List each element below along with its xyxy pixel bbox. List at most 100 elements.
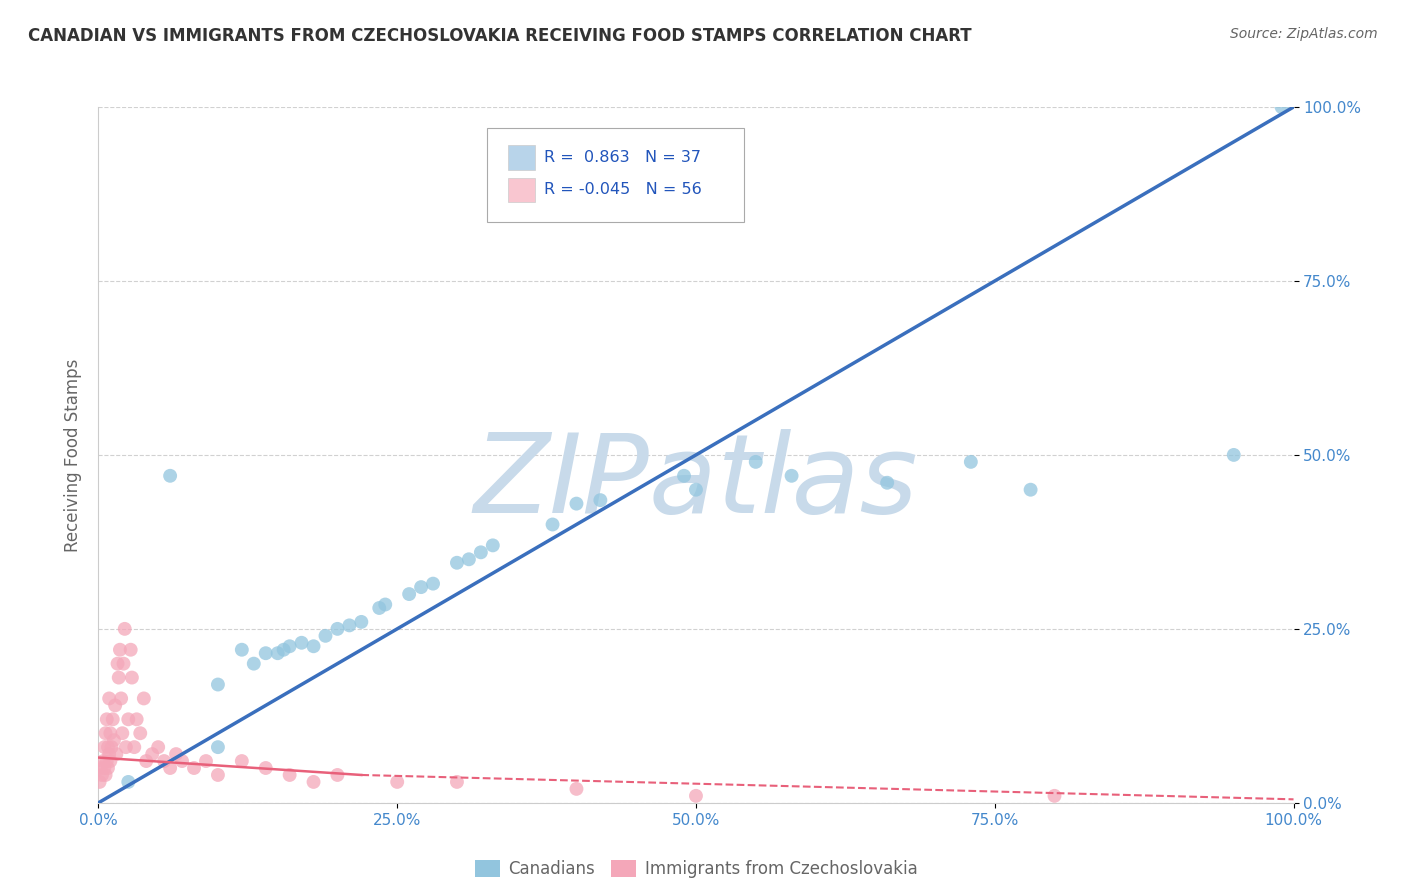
Point xyxy=(337,618,360,632)
Point xyxy=(673,468,696,483)
Point xyxy=(411,580,433,594)
Point xyxy=(107,657,129,671)
Point xyxy=(90,761,112,775)
Point xyxy=(302,639,325,653)
Point xyxy=(121,671,143,685)
Point xyxy=(1043,789,1066,803)
Point xyxy=(132,691,155,706)
Point xyxy=(104,698,127,713)
Point xyxy=(97,761,120,775)
Point xyxy=(350,615,373,629)
Point xyxy=(231,754,253,768)
Point xyxy=(103,733,125,747)
Point xyxy=(326,768,349,782)
FancyBboxPatch shape xyxy=(509,145,534,169)
Point xyxy=(141,747,163,761)
Point xyxy=(115,740,138,755)
Point xyxy=(374,598,396,612)
Point xyxy=(368,601,391,615)
Point xyxy=(290,636,312,650)
Point xyxy=(194,754,217,768)
Point xyxy=(1271,100,1294,114)
Point xyxy=(207,768,229,782)
Point xyxy=(273,642,295,657)
Point xyxy=(112,657,135,671)
Point xyxy=(124,740,146,755)
Point xyxy=(98,747,121,761)
Point xyxy=(254,761,277,775)
Point xyxy=(93,740,115,755)
Point xyxy=(101,712,124,726)
Point xyxy=(159,761,181,775)
Point xyxy=(398,587,420,601)
Point xyxy=(135,754,157,768)
Point xyxy=(159,468,181,483)
Text: CANADIAN VS IMMIGRANTS FROM CZECHOSLOVAKIA RECEIVING FOOD STAMPS CORRELATION CHA: CANADIAN VS IMMIGRANTS FROM CZECHOSLOVAK… xyxy=(28,27,972,45)
Point xyxy=(114,622,136,636)
Point xyxy=(129,726,152,740)
Point xyxy=(267,646,290,660)
Point xyxy=(117,712,139,726)
Point xyxy=(100,740,122,755)
Legend: Canadians, Immigrants from Czechoslovakia: Canadians, Immigrants from Czechoslovaki… xyxy=(468,854,924,885)
FancyBboxPatch shape xyxy=(486,128,744,222)
Point xyxy=(745,455,768,469)
Point xyxy=(481,538,505,552)
Point xyxy=(243,657,266,671)
Point xyxy=(183,761,205,775)
FancyBboxPatch shape xyxy=(509,178,534,202)
Text: ZIPatlas: ZIPatlas xyxy=(474,429,918,536)
Text: R =  0.863   N = 37: R = 0.863 N = 37 xyxy=(544,150,702,165)
Point xyxy=(385,775,409,789)
Point xyxy=(458,552,481,566)
Point xyxy=(685,789,707,803)
Point xyxy=(94,768,117,782)
Point xyxy=(96,712,118,726)
Point xyxy=(207,677,229,691)
Point xyxy=(110,691,132,706)
Point xyxy=(94,726,117,740)
Point xyxy=(326,622,349,636)
Point xyxy=(254,646,277,660)
Point xyxy=(97,740,120,755)
Point xyxy=(278,768,301,782)
Point xyxy=(231,642,253,657)
Point xyxy=(125,712,148,726)
Point xyxy=(153,754,176,768)
Point xyxy=(1222,448,1246,462)
Point xyxy=(446,556,468,570)
Point xyxy=(422,576,444,591)
Point xyxy=(98,691,121,706)
Point xyxy=(446,775,468,789)
Point xyxy=(959,455,981,469)
Point xyxy=(172,754,194,768)
Point xyxy=(107,671,129,685)
Point xyxy=(1019,483,1042,497)
Point xyxy=(91,754,114,768)
Point xyxy=(108,642,131,657)
Point xyxy=(565,497,588,511)
Point xyxy=(685,483,707,497)
Point xyxy=(98,754,122,768)
Text: Source: ZipAtlas.com: Source: ZipAtlas.com xyxy=(1230,27,1378,41)
Point xyxy=(470,545,492,559)
Point xyxy=(315,629,337,643)
Point xyxy=(780,468,803,483)
Point xyxy=(565,781,588,796)
Point xyxy=(98,726,122,740)
Text: R = -0.045   N = 56: R = -0.045 N = 56 xyxy=(544,182,702,197)
Point xyxy=(541,517,564,532)
Point xyxy=(96,754,118,768)
Point xyxy=(117,775,139,789)
Point xyxy=(111,726,134,740)
Point xyxy=(278,639,301,653)
Point xyxy=(148,740,170,755)
Point xyxy=(120,642,142,657)
Point xyxy=(93,761,115,775)
Point xyxy=(589,493,612,508)
Point xyxy=(105,747,128,761)
Point xyxy=(876,475,898,490)
Point xyxy=(89,775,111,789)
Point xyxy=(207,740,229,755)
Y-axis label: Receiving Food Stamps: Receiving Food Stamps xyxy=(63,359,82,551)
